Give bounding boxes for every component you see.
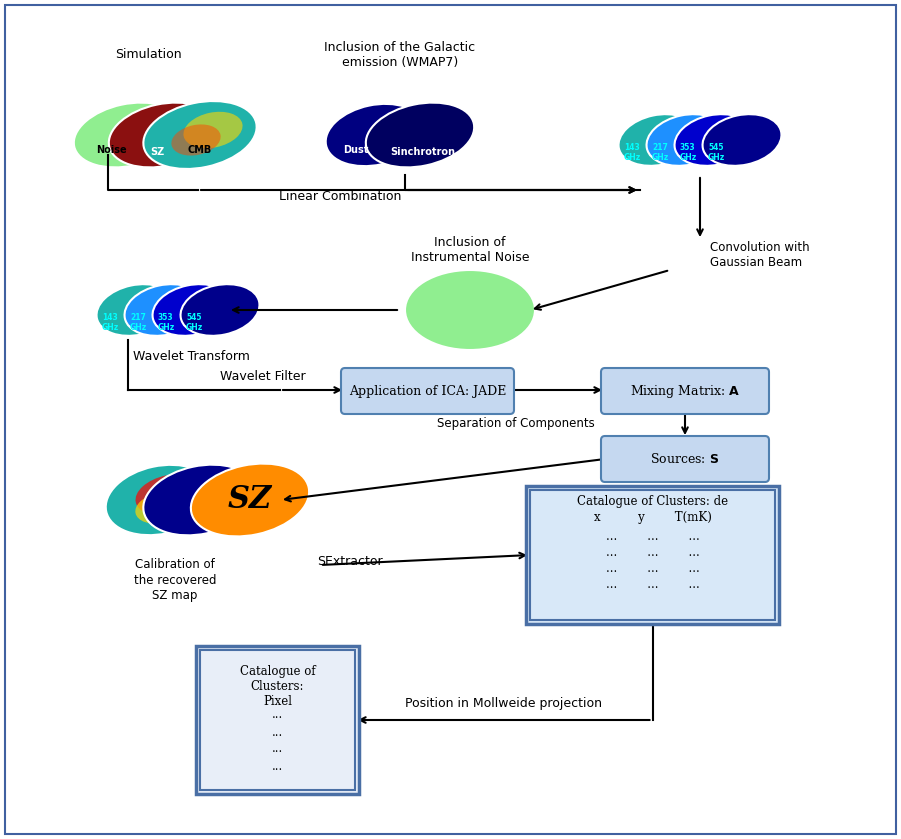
Text: ...: ... (272, 708, 283, 722)
Text: Wavelet Filter: Wavelet Filter (220, 370, 305, 383)
Text: Mixing Matrix: $\mathbf{A}$: Mixing Matrix: $\mathbf{A}$ (630, 383, 740, 399)
Text: Linear Combination: Linear Combination (278, 190, 401, 203)
FancyBboxPatch shape (530, 490, 775, 620)
Text: Sources: $\mathbf{S}$: Sources: $\mathbf{S}$ (651, 452, 720, 466)
Text: Application of ICA: JADE: Application of ICA: JADE (349, 384, 506, 398)
Text: Noise: Noise (96, 145, 127, 155)
Text: CMB: CMB (188, 145, 213, 155)
Ellipse shape (135, 492, 185, 524)
Ellipse shape (96, 284, 176, 336)
Ellipse shape (109, 102, 217, 168)
Ellipse shape (647, 114, 725, 166)
FancyBboxPatch shape (526, 486, 779, 624)
Text: SExtractor: SExtractor (317, 555, 383, 568)
Text: Sinchrotron: Sinchrotron (390, 147, 455, 157)
Text: x          y        T(mK): x y T(mK) (594, 512, 712, 524)
Text: ...        ...        ...: ... ... ... (605, 561, 699, 575)
Text: 217
GHz: 217 GHz (652, 143, 669, 162)
Text: Inclusion of the Galactic
emission (WMAP7): Inclusion of the Galactic emission (WMAP… (324, 41, 476, 69)
Text: Dust: Dust (343, 145, 369, 155)
Text: ...: ... (272, 743, 283, 755)
Ellipse shape (171, 124, 221, 155)
Text: 353
GHz: 353 GHz (158, 313, 176, 332)
FancyBboxPatch shape (341, 368, 514, 414)
Text: ...        ...        ...: ... ... ... (605, 545, 699, 559)
Ellipse shape (143, 101, 257, 169)
Text: SZ: SZ (150, 147, 164, 157)
Ellipse shape (143, 465, 257, 535)
Ellipse shape (124, 284, 204, 336)
Text: Wavelet Transform: Wavelet Transform (133, 350, 250, 363)
Ellipse shape (180, 284, 259, 336)
Ellipse shape (152, 284, 232, 336)
Text: ...        ...        ...: ... ... ... (605, 529, 699, 543)
Ellipse shape (74, 102, 182, 168)
Text: ...: ... (272, 726, 283, 738)
Text: Catalogue of Clusters: de: Catalogue of Clusters: de (577, 496, 728, 508)
FancyBboxPatch shape (196, 646, 359, 794)
Ellipse shape (325, 104, 424, 166)
Text: ...        ...        ...: ... ... ... (605, 577, 699, 591)
Ellipse shape (135, 474, 205, 516)
Text: 545
GHz: 545 GHz (708, 143, 725, 162)
Ellipse shape (191, 464, 309, 536)
Ellipse shape (703, 114, 781, 166)
Text: Separation of Components: Separation of Components (437, 418, 595, 430)
Ellipse shape (184, 112, 242, 149)
Text: Position in Mollweide projection: Position in Mollweide projection (405, 697, 602, 710)
Ellipse shape (405, 270, 535, 350)
FancyBboxPatch shape (601, 436, 769, 482)
Text: ...: ... (272, 759, 283, 773)
Text: Calibration of
the recovered
SZ map: Calibration of the recovered SZ map (133, 559, 216, 602)
Ellipse shape (366, 102, 474, 168)
Text: 143
GHz: 143 GHz (102, 313, 119, 332)
Text: Simulation: Simulation (114, 49, 181, 61)
Ellipse shape (675, 114, 753, 166)
Text: Inclusion of
Instrumental Noise: Inclusion of Instrumental Noise (411, 236, 529, 264)
Ellipse shape (105, 465, 214, 535)
Text: 353
GHz: 353 GHz (680, 143, 697, 162)
Text: Convolution with
Gaussian Beam: Convolution with Gaussian Beam (710, 241, 810, 269)
Text: Catalogue of
Clusters:
Pixel: Catalogue of Clusters: Pixel (240, 665, 315, 708)
Text: 217
GHz: 217 GHz (130, 313, 147, 332)
Ellipse shape (618, 114, 697, 166)
Text: SZ: SZ (228, 484, 272, 515)
Text: 143
GHz: 143 GHz (624, 143, 642, 162)
FancyBboxPatch shape (601, 368, 769, 414)
Text: 545
GHz: 545 GHz (186, 313, 204, 332)
FancyBboxPatch shape (5, 5, 896, 834)
FancyBboxPatch shape (200, 650, 355, 790)
